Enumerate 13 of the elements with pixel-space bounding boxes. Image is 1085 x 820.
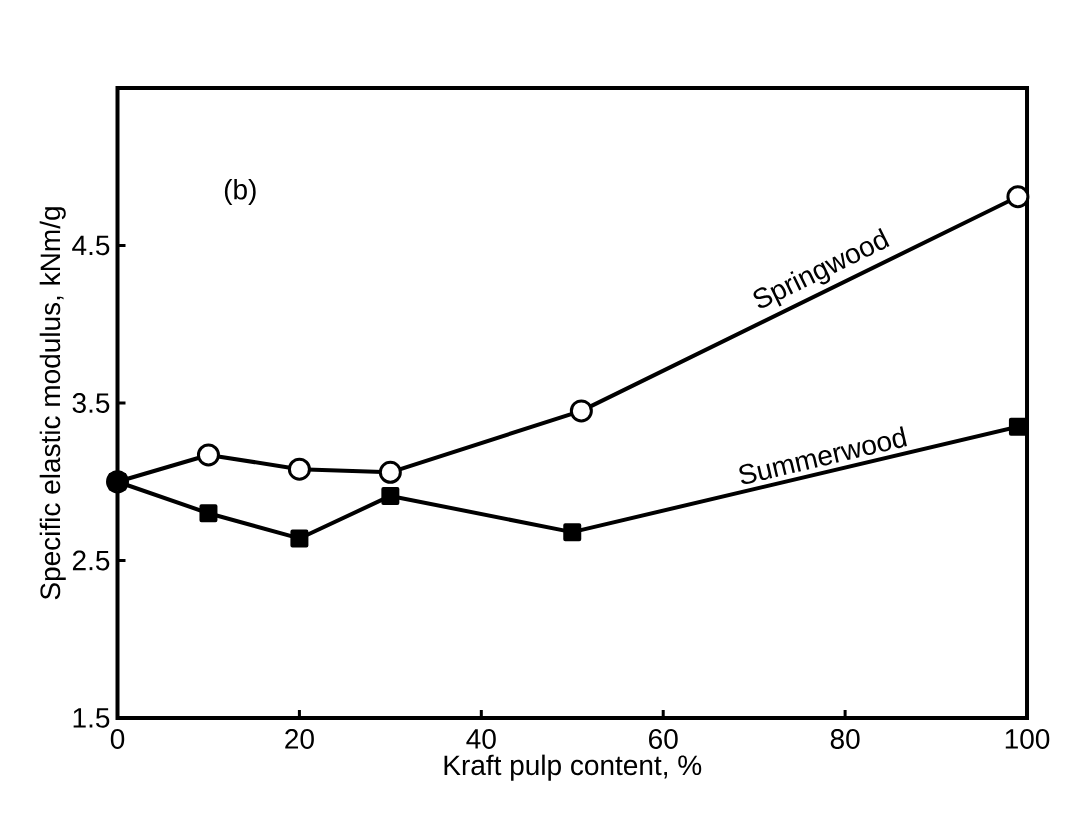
y-tick-label: 3.5: [72, 393, 110, 413]
y-axis-title: Specific elastic modulus, kNm/g: [39, 207, 66, 600]
annotation: (b): [224, 178, 256, 205]
x-tick-label: 80: [830, 729, 860, 749]
x-tick-label: 0: [110, 729, 125, 749]
x-tick-label: 40: [466, 729, 496, 749]
y-tick-label: 4.5: [72, 235, 110, 256]
x-axis-title: Kraft pulp content, %: [444, 754, 702, 781]
x-tick-label: 60: [649, 729, 678, 749]
y-tick-label: 2.5: [72, 550, 110, 571]
x-tick-label: 20: [285, 729, 314, 749]
y-tick-label: 1.5: [73, 708, 110, 728]
x-tick-label: 100: [1005, 729, 1050, 749]
